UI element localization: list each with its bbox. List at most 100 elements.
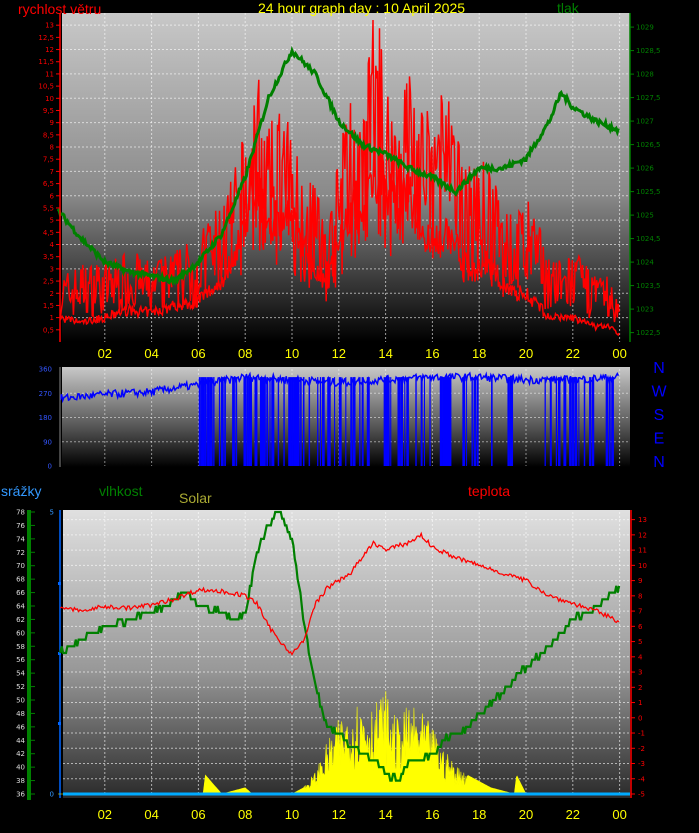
humidity-axis-ticks: 36 38 40 42 44 46 48 50 52 54 56 58 60 62 64 66 68 70 72 74…	[16, 509, 35, 799]
humidity-tick-label: 70	[16, 562, 25, 570]
direction-tick-label: 90	[43, 438, 52, 446]
temperature-tick-label: 8	[638, 592, 642, 600]
x-label: 06	[191, 807, 205, 822]
wind-panel-bg	[62, 13, 630, 342]
humidity-tick-label: 52	[16, 683, 25, 691]
direction-drops	[198, 377, 614, 466]
temperature-tick-label: -3	[638, 760, 645, 768]
x-label: 10	[285, 346, 299, 361]
direction-tick-label: 0	[48, 463, 52, 471]
pressure-tick-label: 1026	[636, 165, 654, 173]
x-label: 02	[98, 807, 112, 822]
humidity-tick-label: 56	[16, 656, 25, 664]
pressure-title: tlak	[557, 0, 580, 16]
direction-tick-label: 180	[39, 414, 52, 422]
rain-tick-label: 5	[50, 509, 54, 517]
x-label: 18	[472, 346, 486, 361]
temperature-tick-label: 5	[638, 638, 642, 646]
temperature-tick-label: -5	[638, 791, 645, 799]
temperature-tick-label: 3	[638, 669, 642, 677]
wind-tick-label: 12	[45, 46, 54, 54]
x-label: 16	[425, 346, 439, 361]
temperature-tick-label: 4	[638, 653, 643, 661]
direction-tick-label: 270	[39, 390, 52, 398]
humidity-tick-label: 66	[16, 589, 25, 597]
wind-tick-label: 8	[50, 144, 54, 152]
direction-line	[59, 371, 620, 404]
pressure-tick-label: 1027,5	[636, 94, 661, 102]
humidity-tick-label: 54	[16, 670, 25, 678]
humidity-tick-label: 48	[16, 710, 25, 718]
humidity-tick-label: 72	[16, 549, 25, 557]
wind-tick-label: 2,5	[43, 278, 54, 286]
x-label: 12	[332, 807, 346, 822]
humidity-tick-label: 42	[16, 750, 25, 758]
x-axis-labels-top: 02 04 06 08 10 12 14 16 18 20 22 00	[98, 346, 627, 361]
humidity-tick-label: 62	[16, 616, 25, 624]
wind-tick-label: 10	[45, 95, 54, 103]
humidity-tick-label: 76	[16, 522, 25, 530]
wind-tick-label: 5	[50, 217, 54, 225]
pressure-tick-label: 1026,5	[636, 141, 661, 149]
x-label: 20	[519, 346, 533, 361]
humidity-tick-label: 44	[16, 737, 25, 745]
wind-tick-label: 3	[50, 265, 54, 273]
temperature-line	[60, 531, 620, 656]
wind-tick-label: 9,5	[43, 107, 54, 115]
pressure-tick-label: 1027	[636, 118, 654, 126]
wind-tick-label: 6	[50, 192, 55, 200]
pressure-tick-label: 1024,5	[636, 235, 661, 243]
x-label: 08	[238, 346, 252, 361]
temperature-tick-label: -1	[638, 730, 645, 738]
temperature-tick-label: 7	[638, 608, 642, 616]
wind-tick-label: 7,5	[43, 156, 54, 164]
x-label: 02	[98, 346, 112, 361]
wind-tick-label: 10,5	[38, 83, 54, 91]
rain-tick-label: 0	[50, 791, 54, 799]
pressure-tick-label: 1023,5	[636, 282, 661, 290]
wind-tick-label: 4,5	[43, 229, 54, 237]
compass-letter: W	[651, 384, 667, 401]
pressure-tick-label: 1029	[636, 24, 654, 32]
x-label: 00	[612, 346, 626, 361]
wind-tick-label: 1	[50, 314, 54, 322]
x-label: 20	[519, 807, 533, 822]
pressure-tick-label: 1028	[636, 71, 654, 79]
wind-tick-label: 12,5	[38, 34, 54, 42]
humidity-tick-label: 58	[16, 643, 25, 651]
x-label: 22	[566, 807, 580, 822]
compass-letter: S	[654, 407, 665, 424]
wind-tick-label: 8,5	[43, 131, 54, 139]
humidity-tick-label: 64	[16, 603, 25, 611]
humidity-tick-label: 46	[16, 723, 25, 731]
x-label: 22	[566, 346, 580, 361]
pressure-tick-label: 1025	[636, 212, 654, 220]
wind-tick-label: 11,5	[38, 58, 54, 66]
x-label: 04	[144, 807, 158, 822]
humidity-tick-label: 60	[16, 629, 25, 637]
compass-letter: E	[654, 431, 665, 448]
temperature-tick-label: 2	[638, 684, 642, 692]
temperature-tick-label: 1	[638, 699, 642, 707]
rain-label: srážky	[1, 483, 41, 499]
wind-tick-label: 11	[45, 70, 54, 78]
x-label: 14	[378, 807, 392, 822]
pressure-tick-label: 1023	[636, 306, 654, 314]
humidity-tick-label: 36	[16, 791, 25, 799]
x-label: 18	[472, 807, 486, 822]
temperature-tick-label: 9	[638, 577, 642, 585]
solar-label: Solar	[179, 490, 212, 506]
temperature-tick-label: 10	[638, 562, 647, 570]
direction-axis-ticks: 360 270 180 90 0	[39, 366, 52, 471]
pressure-tick-label: 1028,5	[636, 47, 661, 55]
x-label: 16	[425, 807, 439, 822]
humidity-tick-label: 50	[16, 697, 25, 705]
temperature-tick-label: 11	[638, 547, 647, 555]
humidity-line	[59, 510, 621, 782]
humidity-tick-label: 38	[16, 777, 25, 785]
humidity-label: vlhkost	[99, 483, 143, 499]
pressure-tick-label: 1022,5	[636, 329, 661, 337]
x-label: 00	[612, 807, 626, 822]
wind-tick-label: 9	[50, 119, 54, 127]
